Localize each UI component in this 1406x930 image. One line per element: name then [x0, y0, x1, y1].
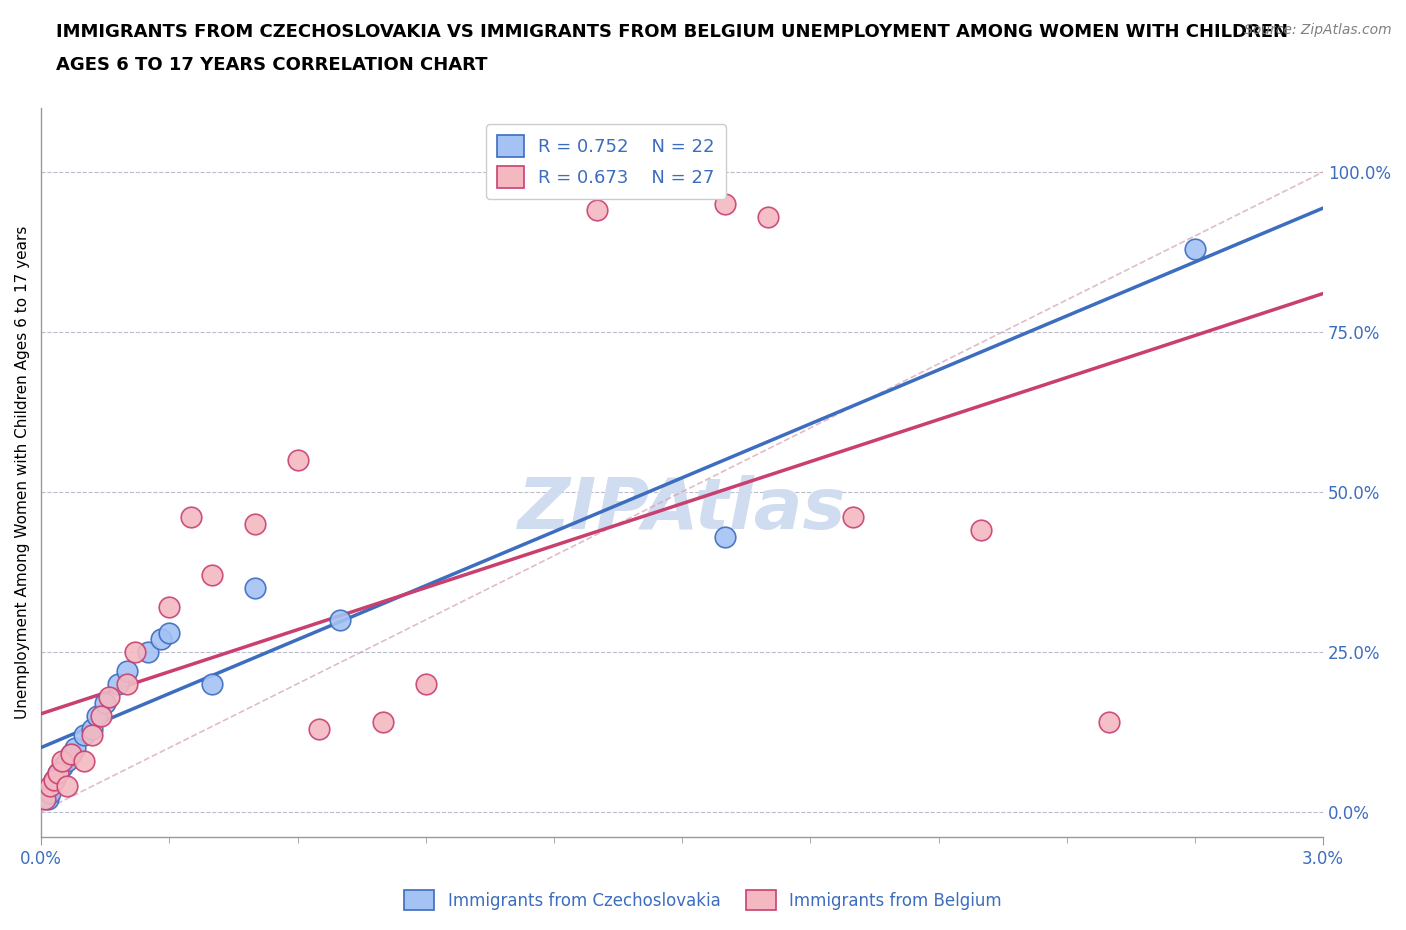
Point	[714, 196, 737, 211]
Point	[55, 753, 77, 768]
Point	[55, 778, 77, 793]
Point	[38, 778, 60, 793]
Point	[115, 663, 138, 678]
Point	[1184, 241, 1206, 256]
Point	[73, 753, 96, 768]
Text: Source: ZipAtlas.com: Source: ZipAtlas.com	[1244, 23, 1392, 37]
Point	[73, 727, 96, 742]
Legend: R = 0.752    N = 22, R = 0.673    N = 27: R = 0.752 N = 22, R = 0.673 N = 27	[486, 125, 725, 199]
Point	[157, 625, 180, 640]
Point	[82, 727, 104, 742]
Point	[308, 721, 330, 736]
Point	[94, 696, 117, 711]
Point	[201, 567, 224, 582]
Text: IMMIGRANTS FROM CZECHOSLOVAKIA VS IMMIGRANTS FROM BELGIUM UNEMPLOYMENT AMONG WOM: IMMIGRANTS FROM CZECHOSLOVAKIA VS IMMIGR…	[56, 23, 1288, 41]
Point	[243, 580, 266, 595]
Point	[82, 721, 104, 736]
Point	[98, 689, 121, 704]
Point	[243, 516, 266, 531]
Point	[756, 209, 779, 224]
Point	[287, 452, 309, 467]
Point	[65, 740, 87, 755]
Legend: Immigrants from Czechoslovakia, Immigrants from Belgium: Immigrants from Czechoslovakia, Immigran…	[398, 884, 1008, 917]
Point	[51, 753, 73, 768]
Point	[37, 791, 59, 806]
Point	[415, 676, 437, 691]
Point	[842, 510, 865, 525]
Point	[42, 772, 65, 787]
Point	[42, 772, 65, 787]
Point	[86, 709, 108, 724]
Point	[46, 766, 69, 781]
Point	[136, 644, 159, 659]
Point	[60, 747, 83, 762]
Point	[90, 709, 112, 724]
Point	[329, 612, 352, 627]
Point	[585, 203, 607, 218]
Text: AGES 6 TO 17 YEARS CORRELATION CHART: AGES 6 TO 17 YEARS CORRELATION CHART	[56, 56, 488, 73]
Point	[115, 676, 138, 691]
Point	[34, 791, 56, 806]
Point	[124, 644, 146, 659]
Point	[51, 760, 73, 775]
Point	[149, 631, 172, 646]
Point	[201, 676, 224, 691]
Point	[714, 529, 737, 544]
Point	[107, 676, 129, 691]
Point	[970, 523, 993, 538]
Point	[1098, 715, 1121, 730]
Text: ZIPAtlas: ZIPAtlas	[517, 474, 846, 544]
Point	[60, 747, 83, 762]
Point	[180, 510, 202, 525]
Point	[38, 785, 60, 800]
Point	[46, 766, 69, 781]
Point	[371, 715, 394, 730]
Point	[157, 600, 180, 615]
Y-axis label: Unemployment Among Women with Children Ages 6 to 17 years: Unemployment Among Women with Children A…	[15, 226, 30, 719]
